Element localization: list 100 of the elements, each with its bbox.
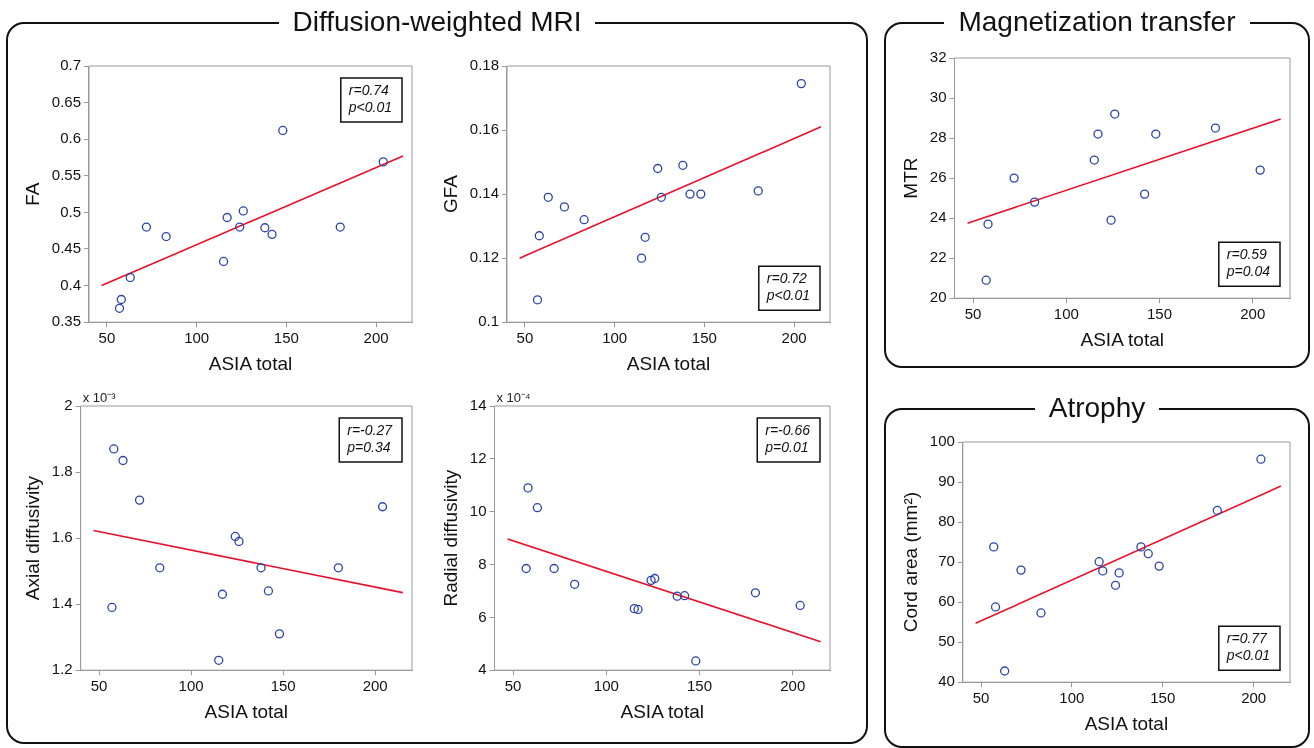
point: [1106, 215, 1116, 225]
annotation: p=0.01: [764, 438, 809, 455]
y-tick-label: 0.5: [60, 202, 81, 220]
point: [1110, 109, 1120, 119]
point: [256, 563, 266, 573]
x-tick-label: 50: [972, 689, 990, 707]
point: [1255, 165, 1265, 175]
point: [1212, 505, 1222, 516]
point: [161, 231, 171, 242]
point: [521, 563, 531, 574]
y-tick-label: 60: [938, 592, 955, 610]
point: [114, 303, 125, 313]
point: [1036, 608, 1046, 618]
point: [532, 503, 543, 513]
x-tick-label: 100: [602, 329, 628, 347]
x-tick-label: 100: [593, 677, 619, 695]
x-tick-label: 150: [270, 677, 296, 695]
annotation: r=-0.66: [765, 421, 811, 438]
point: [335, 222, 345, 232]
point: [278, 125, 288, 136]
point: [999, 666, 1010, 676]
y-tick-label: 6: [478, 607, 487, 625]
point: [636, 253, 647, 263]
point: [222, 212, 232, 223]
point: [633, 604, 643, 615]
point: [377, 502, 388, 512]
y-tick-label: 1.6: [51, 528, 73, 546]
point: [109, 444, 119, 454]
point: [796, 78, 806, 89]
y-tick-label: 0.14: [469, 184, 499, 202]
point: [1256, 454, 1266, 464]
point: [983, 219, 993, 229]
point: [1136, 542, 1146, 552]
y-tick-label: 10: [469, 501, 487, 519]
annotation: r=0.72: [766, 270, 808, 287]
point: [753, 186, 763, 196]
point: [1009, 173, 1019, 183]
x-tick-label: 50: [516, 329, 534, 347]
x-tick-label: 50: [504, 677, 522, 695]
annotation: r=-0.27: [347, 421, 394, 438]
point: [234, 536, 244, 547]
point: [795, 600, 805, 611]
x-axis-title: ASIA total: [620, 700, 704, 722]
x-tick-label: 50: [90, 677, 108, 695]
point: [134, 495, 145, 505]
point: [125, 272, 135, 283]
chart-title: Magnetization transfer: [944, 6, 1250, 37]
chart-title: Diffusion-weighted MRI: [278, 6, 596, 37]
x-axis-title: ASIA total: [204, 700, 289, 722]
y-tick-label: 8: [478, 554, 487, 572]
point: [107, 602, 117, 613]
point: [559, 202, 570, 212]
annotation: p=0.04: [1225, 263, 1271, 280]
point: [1093, 129, 1103, 139]
x-axis-title: ASIA total: [208, 352, 293, 374]
y-tick-label: 100: [929, 432, 955, 450]
point: [523, 483, 533, 493]
point: [333, 563, 344, 573]
point: [235, 222, 245, 232]
annotation: p=0.34: [346, 438, 391, 455]
y-tick-label: 22: [929, 248, 947, 266]
x-tick-label: 200: [1241, 689, 1267, 707]
x-tick-label: 100: [178, 677, 204, 695]
point: [230, 531, 240, 542]
y-tick-label: 12: [469, 448, 487, 466]
y-tick-label: 2: [64, 396, 73, 414]
y-tick-label: 0.45: [51, 239, 81, 257]
x-tick-label: 50: [964, 305, 982, 323]
y-tick-label: 40: [938, 672, 955, 690]
y-tick-label: 0.55: [51, 165, 81, 183]
point: [1094, 557, 1104, 567]
point: [696, 189, 706, 199]
point: [990, 602, 1001, 612]
y-tick-label: 30: [929, 88, 947, 106]
y-tick-label: 1.2: [51, 660, 73, 678]
point: [267, 229, 277, 240]
point: [579, 215, 589, 225]
x-tick-label: 200: [1240, 305, 1266, 323]
x-tick-label: 150: [691, 329, 717, 347]
point: [263, 586, 274, 596]
point: [260, 223, 270, 233]
point: [569, 579, 580, 589]
point: [678, 160, 688, 170]
point: [629, 603, 639, 614]
y-tick-label: 90: [938, 472, 955, 490]
y-tick-label: 0.7: [60, 56, 81, 74]
point: [672, 591, 682, 601]
point: [1016, 565, 1026, 575]
chart-title: Atrophy: [1034, 392, 1160, 423]
y-axis-title: MTR: [899, 157, 921, 199]
text: x 10⁻⁴: [496, 390, 531, 406]
y-axis-title: Cord area (mm²): [899, 491, 921, 633]
annotation: r=0.74: [348, 81, 390, 98]
y-tick-label: 0.65: [51, 92, 81, 110]
y-axis-title: FA: [21, 182, 43, 206]
x-tick-label: 150: [1150, 689, 1176, 707]
y-axis-title: GFA: [439, 174, 461, 214]
y-tick-label: 0.35: [51, 312, 81, 330]
y-tick-label: 0.1: [478, 312, 499, 330]
y-tick-label: 0.6: [60, 129, 81, 147]
